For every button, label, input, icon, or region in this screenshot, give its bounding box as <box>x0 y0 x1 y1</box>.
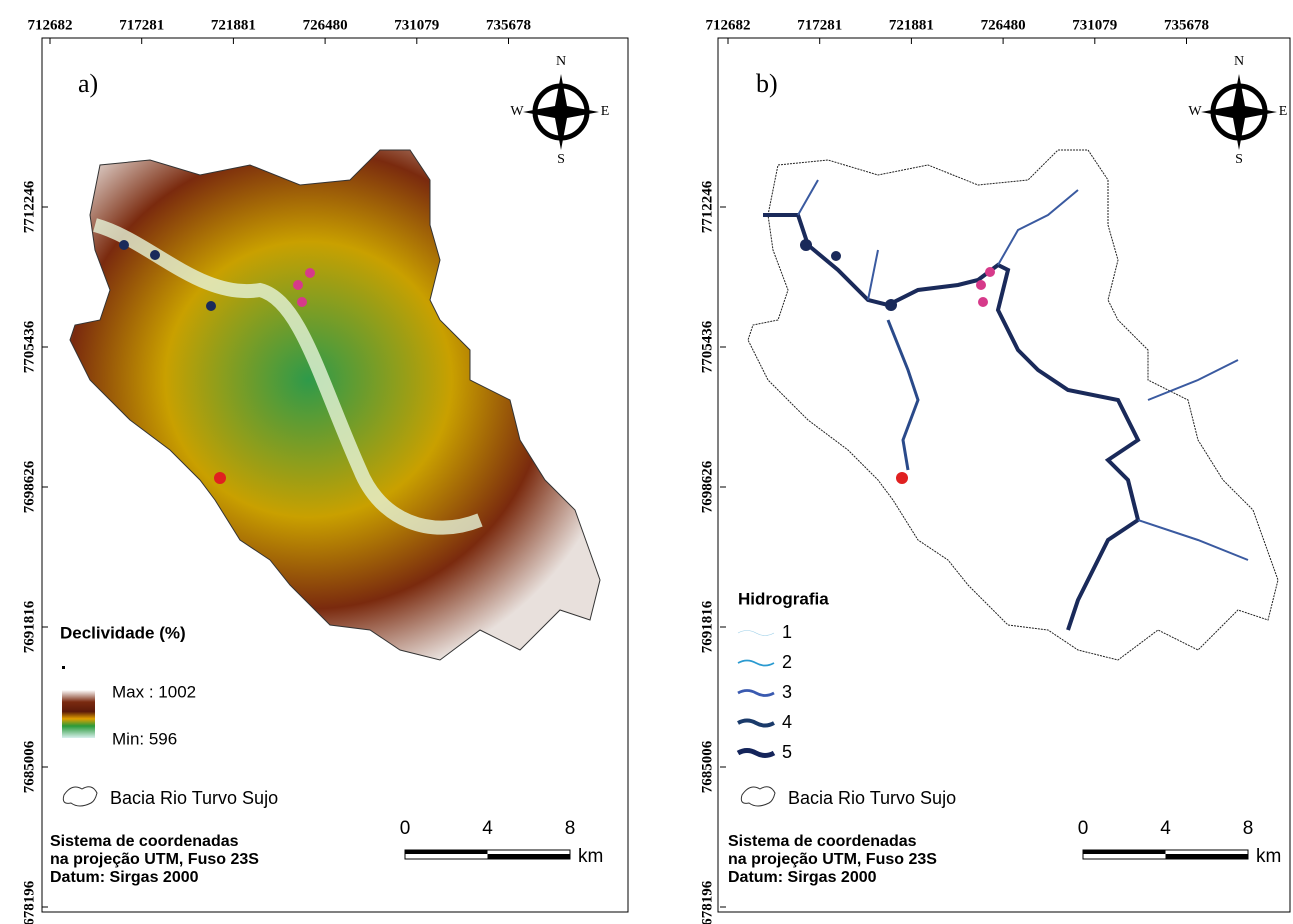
basin-legend: Bacia Rio Turvo Sujo <box>110 788 278 808</box>
x-coord: 717281 <box>797 17 842 33</box>
y-coord: 7685006 <box>699 740 715 793</box>
scale-label: 8 <box>565 818 576 839</box>
scale-label: 8 <box>1243 818 1254 839</box>
y-coord: 7698626 <box>21 460 37 513</box>
legend-title: Hidrografia <box>738 589 829 608</box>
coord-system: Datum: Sirgas 2000 <box>50 869 199 886</box>
stream-order: 1 <box>782 622 792 642</box>
y-coord: 7678196 <box>21 880 37 924</box>
x-coord: 735678 <box>1164 17 1209 33</box>
coord-system: na projeção UTM, Fuso 23S <box>728 851 937 868</box>
coord-system: Sistema de coordenadas <box>728 833 917 850</box>
compass-star <box>1201 74 1277 150</box>
scale-unit: km <box>1256 846 1281 867</box>
y-coord: 7712246 <box>21 180 37 233</box>
legend-title: Declividade (%) <box>60 623 186 642</box>
basin-legend: Bacia Rio Turvo Sujo <box>788 788 956 808</box>
compass-s: S <box>557 152 565 167</box>
coord-system: Sistema de coordenadas <box>50 833 239 850</box>
x-coord: 717281 <box>119 17 164 33</box>
stream-sample <box>738 691 774 696</box>
y-coord: 7691816 <box>699 600 715 653</box>
panel-label: a) <box>78 69 98 98</box>
compass-n: N <box>1234 54 1244 69</box>
hydro-basin <box>748 150 1278 660</box>
scale-unit: km <box>578 846 603 867</box>
compass-s: S <box>1235 152 1243 167</box>
dot <box>62 666 65 669</box>
coord-system: Datum: Sirgas 2000 <box>728 869 877 886</box>
basin-icon <box>63 787 97 806</box>
y-coord: 7698626 <box>699 460 715 513</box>
basin-icon <box>741 787 775 806</box>
stream-order: 3 <box>782 682 792 702</box>
scale-bar-half <box>1166 854 1249 859</box>
x-coord: 721881 <box>889 17 934 33</box>
x-coord: 712682 <box>28 17 73 33</box>
x-coord: 726480 <box>981 17 1026 33</box>
legend-max: Max : 1002 <box>112 682 196 701</box>
legend-min: Min: 596 <box>112 729 177 748</box>
y-coord: 7691816 <box>21 600 37 653</box>
stream-sample <box>738 751 774 756</box>
scale-bar-half <box>488 854 571 859</box>
x-coord: 721881 <box>211 17 256 33</box>
compass-e: E <box>1279 104 1288 119</box>
scale-label: 4 <box>482 818 493 839</box>
compass-w: W <box>510 104 524 119</box>
x-coord: 726480 <box>303 17 348 33</box>
stream-sample <box>738 631 774 636</box>
x-coord: 712682 <box>706 17 751 33</box>
stream-order: 5 <box>782 742 792 762</box>
y-coord: 7705436 <box>21 320 37 373</box>
scale-label: 4 <box>1160 818 1171 839</box>
y-coord: 7705436 <box>699 320 715 373</box>
stream-sample <box>738 661 774 666</box>
slope-ramp <box>62 690 95 738</box>
y-coord: 7712246 <box>699 180 715 233</box>
y-coord: 7678196 <box>699 880 715 924</box>
x-coord: 731079 <box>1072 17 1117 33</box>
scale-label: 0 <box>400 818 411 839</box>
figure: 712682 717281 721881 726480 731079 735678 7712… <box>0 0 1293 924</box>
stream-order: 4 <box>782 712 792 732</box>
y-coord: 7685006 <box>21 740 37 793</box>
x-coord: 731079 <box>394 17 439 33</box>
stream-sample <box>738 721 774 726</box>
compass-n: N <box>556 54 566 69</box>
panel-label: b) <box>756 69 778 98</box>
scale-bar-half <box>405 850 488 854</box>
coord-system: na projeção UTM, Fuso 23S <box>50 851 259 868</box>
compass-e: E <box>601 104 610 119</box>
compass-w: W <box>1188 104 1202 119</box>
scale-label: 0 <box>1078 818 1089 839</box>
stream-order: 2 <box>782 652 792 672</box>
x-coord: 735678 <box>486 17 531 33</box>
compass-star <box>523 74 599 150</box>
scale-bar-half <box>1083 850 1166 854</box>
